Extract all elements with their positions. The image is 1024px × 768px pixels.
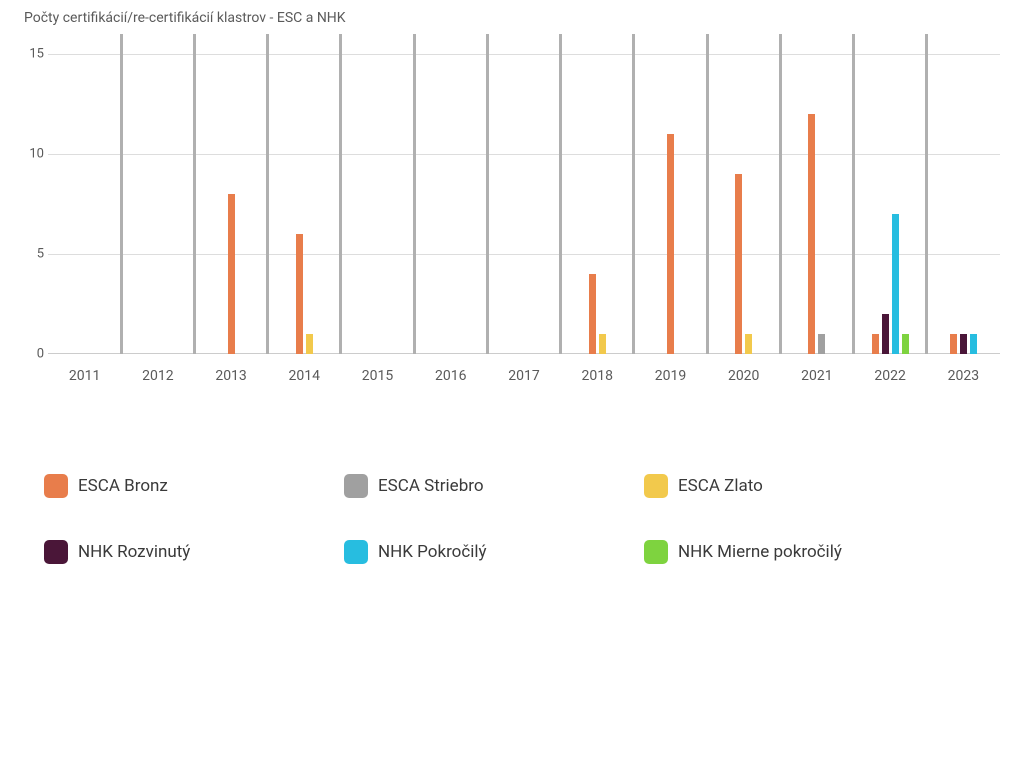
bar-esca_bronz: [667, 134, 674, 354]
x-tick-label: 2021: [801, 368, 832, 384]
legend-swatch: [44, 540, 68, 564]
bar-nhk_mp: [902, 334, 909, 354]
category-separator: [120, 34, 123, 354]
bar-esca_striebro: [818, 334, 825, 354]
gridline: [48, 154, 1000, 155]
bar-esca_bronz: [589, 274, 596, 354]
gridline: [48, 254, 1000, 255]
chart-plot-area: 051015 201120122013201420152016201720182…: [48, 34, 1000, 384]
bar-esca_zlato: [599, 334, 606, 354]
x-tick-label: 2016: [435, 368, 466, 384]
legend-item-nhk_pokr: NHK Pokročilý: [344, 540, 644, 564]
bar-nhk_rozv: [882, 314, 889, 354]
x-tick-label: 2014: [289, 368, 320, 384]
bar-esca_bronz: [950, 334, 957, 354]
x-tick-label: 2015: [362, 368, 393, 384]
legend-item-nhk_mp: NHK Mierne pokročilý: [644, 540, 944, 564]
legend-label: NHK Mierne pokročilý: [678, 542, 842, 562]
legend-item-esca_bronz: ESCA Bronz: [44, 474, 344, 498]
legend-label: ESCA Zlato: [678, 476, 763, 496]
legend-swatch: [344, 540, 368, 564]
x-tick-label: 2022: [874, 368, 905, 384]
bar-esca_bronz: [808, 114, 815, 354]
category-separator: [559, 34, 562, 354]
legend-swatch: [44, 474, 68, 498]
bar-esca_bronz: [735, 174, 742, 354]
x-tick-label: 2023: [948, 368, 979, 384]
y-tick-label: 15: [20, 47, 44, 62]
legend-label: ESCA Bronz: [78, 476, 168, 496]
x-tick-label: 2012: [142, 368, 173, 384]
legend-swatch: [644, 540, 668, 564]
category-separator: [925, 34, 928, 354]
x-tick-label: 2020: [728, 368, 759, 384]
category-separator: [486, 34, 489, 354]
chart-title: Počty certifikácií/re-certifikácií klast…: [24, 10, 1000, 26]
bar-esca_bronz: [872, 334, 879, 354]
legend-item-esca_zlato: ESCA Zlato: [644, 474, 944, 498]
category-separator: [779, 34, 782, 354]
bar-esca_bronz: [228, 194, 235, 354]
legend-label: ESCA Striebro: [378, 476, 484, 496]
x-tick-label: 2018: [581, 368, 612, 384]
bar-nhk_pokr: [892, 214, 899, 354]
category-separator: [632, 34, 635, 354]
legend-label: NHK Pokročilý: [378, 542, 487, 562]
x-tick-label: 2017: [508, 368, 539, 384]
category-separator: [706, 34, 709, 354]
legend-item-nhk_rozv: NHK Rozvinutý: [44, 540, 344, 564]
y-tick-label: 10: [20, 147, 44, 162]
x-tick-label: 2013: [215, 368, 246, 384]
bar-esca_zlato: [745, 334, 752, 354]
category-separator: [852, 34, 855, 354]
category-separator: [193, 34, 196, 354]
bar-nhk_pokr: [970, 334, 977, 354]
legend-item-esca_striebro: ESCA Striebro: [344, 474, 644, 498]
legend-label: NHK Rozvinutý: [78, 542, 190, 562]
category-separator: [339, 34, 342, 354]
category-separator: [266, 34, 269, 354]
bar-esca_zlato: [306, 334, 313, 354]
bar-nhk_rozv: [960, 334, 967, 354]
y-tick-label: 0: [20, 347, 44, 362]
legend-swatch: [344, 474, 368, 498]
legend-swatch: [644, 474, 668, 498]
category-separator: [413, 34, 416, 354]
x-tick-label: 2011: [69, 368, 100, 384]
x-tick-label: 2019: [655, 368, 686, 384]
bar-esca_bronz: [296, 234, 303, 354]
y-tick-label: 5: [20, 247, 44, 262]
chart-legend: ESCA Bronz ESCA Striebro ESCA Zlato NHK Roz…: [44, 474, 1000, 606]
gridline: [48, 54, 1000, 55]
